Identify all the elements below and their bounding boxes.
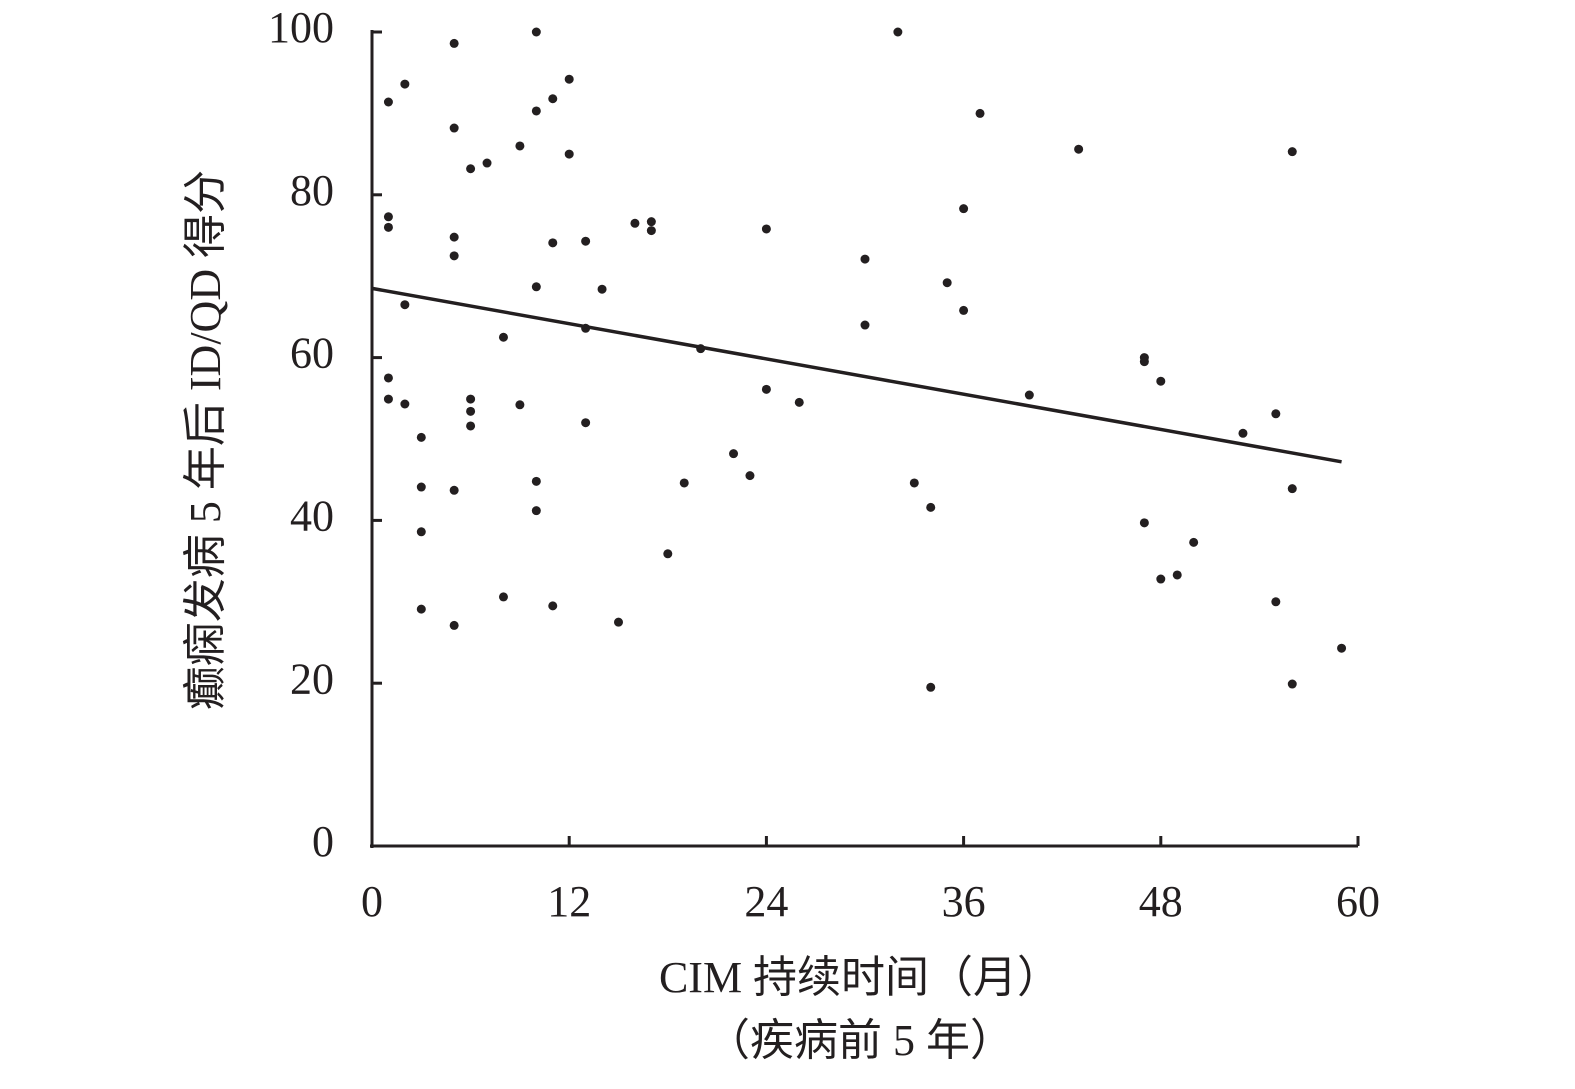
scatter-point — [449, 38, 459, 48]
scatter-point — [400, 399, 410, 409]
scatter-point — [498, 332, 508, 342]
scatter-point — [548, 94, 558, 104]
scatter-point — [531, 506, 541, 516]
y-tick-label: 40 — [290, 491, 334, 540]
scatter-point — [1271, 409, 1281, 419]
scatter-point — [564, 149, 574, 159]
scatter-point — [581, 418, 591, 428]
scatter-point — [761, 384, 771, 394]
scatter-point — [498, 592, 508, 602]
scatter-point — [860, 254, 870, 264]
y-axis-label: 癫痫发病 5 年后 ID/QD 得分 — [181, 170, 230, 710]
scatter-point — [679, 478, 689, 488]
y-tick-label: 60 — [290, 329, 334, 378]
scatter-point — [416, 482, 426, 492]
scatter-point — [548, 238, 558, 248]
scatter-point — [466, 394, 476, 404]
scatter-point — [466, 164, 476, 174]
scatter-point — [531, 106, 541, 116]
scatter-point — [515, 400, 525, 410]
scatter-point — [449, 123, 459, 133]
scatter-point — [581, 236, 591, 246]
scatter-point — [1287, 679, 1297, 689]
scatter-point — [1139, 518, 1149, 528]
y-tick-label: 80 — [290, 166, 334, 215]
scatter-point — [1156, 574, 1166, 584]
scatter-point — [646, 217, 656, 227]
scatter-point — [745, 471, 755, 481]
scatter-point — [909, 478, 919, 488]
scatter-point — [449, 251, 459, 261]
scatter-point — [531, 27, 541, 37]
scatter-point — [1156, 376, 1166, 386]
scatter-point — [548, 601, 558, 611]
scatter-point — [383, 212, 393, 222]
scatter-point — [400, 79, 410, 89]
scatter-point — [449, 232, 459, 242]
scatter-point — [383, 394, 393, 404]
y-tick-label: 100 — [268, 3, 334, 52]
scatter-point — [1139, 357, 1149, 367]
x-axis-label: （疾病前 5 年） — [706, 1016, 1014, 1065]
scatter-point — [515, 141, 525, 151]
scatter-point — [761, 224, 771, 234]
x-tick-label: 60 — [1336, 877, 1380, 926]
scatter-point — [646, 226, 656, 236]
scatter-point — [893, 27, 903, 37]
scatter-point — [383, 97, 393, 107]
scatter-point — [564, 74, 574, 84]
scatter-point — [416, 432, 426, 442]
scatter-point — [482, 158, 492, 168]
scatter-point — [449, 620, 459, 630]
scatter-point — [729, 449, 739, 459]
scatter-point — [794, 397, 804, 407]
scatter-point — [614, 617, 623, 627]
x-tick-label: 0 — [361, 877, 383, 926]
scatter-point — [1337, 643, 1347, 653]
y-tick-label: 0 — [312, 817, 334, 866]
scatter-point — [942, 278, 952, 288]
scatter-point — [630, 218, 640, 228]
scatter-point — [531, 282, 541, 292]
x-tick-label: 36 — [942, 877, 986, 926]
scatter-point — [663, 549, 673, 559]
scatter-point — [416, 604, 426, 614]
scatter-point — [383, 373, 393, 383]
y-tick-label: 20 — [290, 654, 334, 703]
scatter-point — [597, 284, 607, 294]
scatter-point — [1024, 390, 1034, 400]
scatter-point — [383, 222, 393, 232]
scatter-point — [959, 305, 969, 315]
scatter-point — [1271, 597, 1281, 607]
x-tick-label: 12 — [547, 877, 591, 926]
scatter-point — [1172, 570, 1182, 580]
scatter-point — [975, 108, 985, 118]
x-tick-label: 48 — [1139, 877, 1183, 926]
scatter-point — [1287, 484, 1297, 494]
scatter-point — [1238, 428, 1248, 438]
scatter-point — [531, 476, 541, 486]
scatter-point — [449, 485, 459, 495]
scatter-point — [466, 406, 476, 416]
scatter-point — [1287, 147, 1297, 157]
x-tick-label: 24 — [744, 877, 788, 926]
scatter-point — [466, 421, 476, 431]
scatter-point — [860, 320, 870, 330]
scatter-point — [926, 682, 936, 692]
trend-line — [371, 286, 1342, 464]
scatter-point — [1189, 537, 1199, 547]
scatter-point — [1074, 144, 1084, 154]
scatter-point — [416, 527, 426, 537]
scatter-point — [959, 204, 969, 214]
scatter-point — [400, 300, 410, 310]
scatter-point — [926, 502, 936, 512]
x-axis-label: CIM 持续时间（月） — [659, 953, 1061, 1002]
